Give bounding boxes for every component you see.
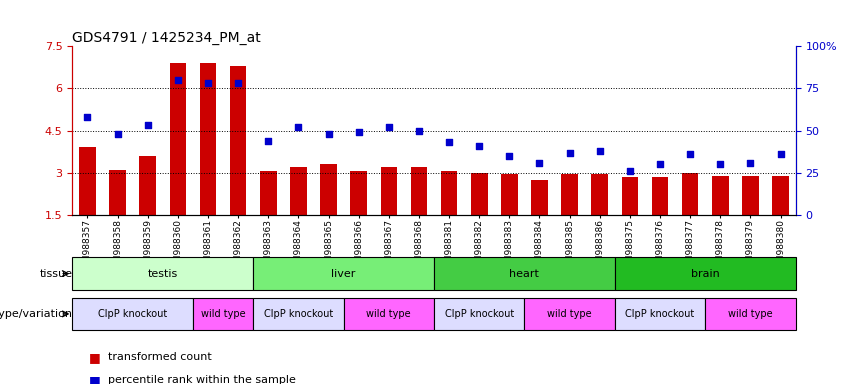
Text: wild type: wild type [728,309,773,319]
Text: tissue: tissue [39,268,72,279]
FancyBboxPatch shape [72,257,254,290]
Bar [169,63,186,215]
FancyBboxPatch shape [193,298,254,330]
Point [533,160,546,166]
Bar [471,173,488,215]
Text: ClpP knockout: ClpP knockout [625,309,694,319]
FancyBboxPatch shape [434,257,614,290]
Bar [621,177,638,215]
Point [623,168,637,174]
Point [412,127,426,134]
Point [774,151,787,157]
Point [744,160,757,166]
FancyBboxPatch shape [705,298,796,330]
Bar [742,175,759,215]
Bar [290,167,306,215]
Text: GDS4791 / 1425234_PM_at: GDS4791 / 1425234_PM_at [72,31,261,45]
Point [201,80,214,86]
Point [111,131,124,137]
Text: heart: heart [510,268,540,279]
Point [654,161,667,167]
Bar [230,66,247,215]
Text: liver: liver [331,268,356,279]
Bar [562,174,578,215]
Bar [591,174,608,215]
Point [261,137,275,144]
Bar [501,174,517,215]
Bar [712,175,728,215]
Text: genotype/variation: genotype/variation [0,309,72,319]
Point [81,114,94,120]
Bar [260,171,277,215]
FancyBboxPatch shape [614,257,796,290]
Text: wild type: wild type [367,309,411,319]
Point [382,124,396,130]
Text: percentile rank within the sample: percentile rank within the sample [108,375,296,384]
Text: ClpP knockout: ClpP knockout [264,309,333,319]
Text: testis: testis [147,268,178,279]
Text: brain: brain [691,268,720,279]
Bar [109,170,126,215]
Bar [200,63,216,215]
Point [713,161,727,167]
Bar [351,171,367,215]
Bar [531,180,548,215]
Bar [411,167,427,215]
Bar [79,147,95,215]
Bar [682,173,699,215]
Bar [140,156,156,215]
Bar [652,177,668,215]
FancyBboxPatch shape [614,298,705,330]
Point [503,153,517,159]
Point [141,122,155,129]
Point [472,143,486,149]
FancyBboxPatch shape [524,298,614,330]
Text: wild type: wild type [547,309,592,319]
Point [683,151,697,157]
Point [231,80,245,86]
Point [593,148,607,154]
FancyBboxPatch shape [254,257,434,290]
Point [563,149,576,156]
FancyBboxPatch shape [72,298,193,330]
Point [443,139,456,146]
FancyBboxPatch shape [254,298,344,330]
Text: transformed count: transformed count [108,352,212,362]
Point [171,77,185,83]
Bar [380,167,397,215]
Text: ■: ■ [89,374,101,384]
Text: ClpP knockout: ClpP knockout [444,309,514,319]
FancyBboxPatch shape [434,298,524,330]
FancyBboxPatch shape [344,298,434,330]
Text: wild type: wild type [201,309,245,319]
Point [292,124,306,130]
Point [351,129,365,135]
Point [322,131,335,137]
Text: ClpP knockout: ClpP knockout [98,309,168,319]
Text: ■: ■ [89,351,101,364]
Bar [441,171,457,215]
Bar [320,164,337,215]
Bar [773,175,789,215]
